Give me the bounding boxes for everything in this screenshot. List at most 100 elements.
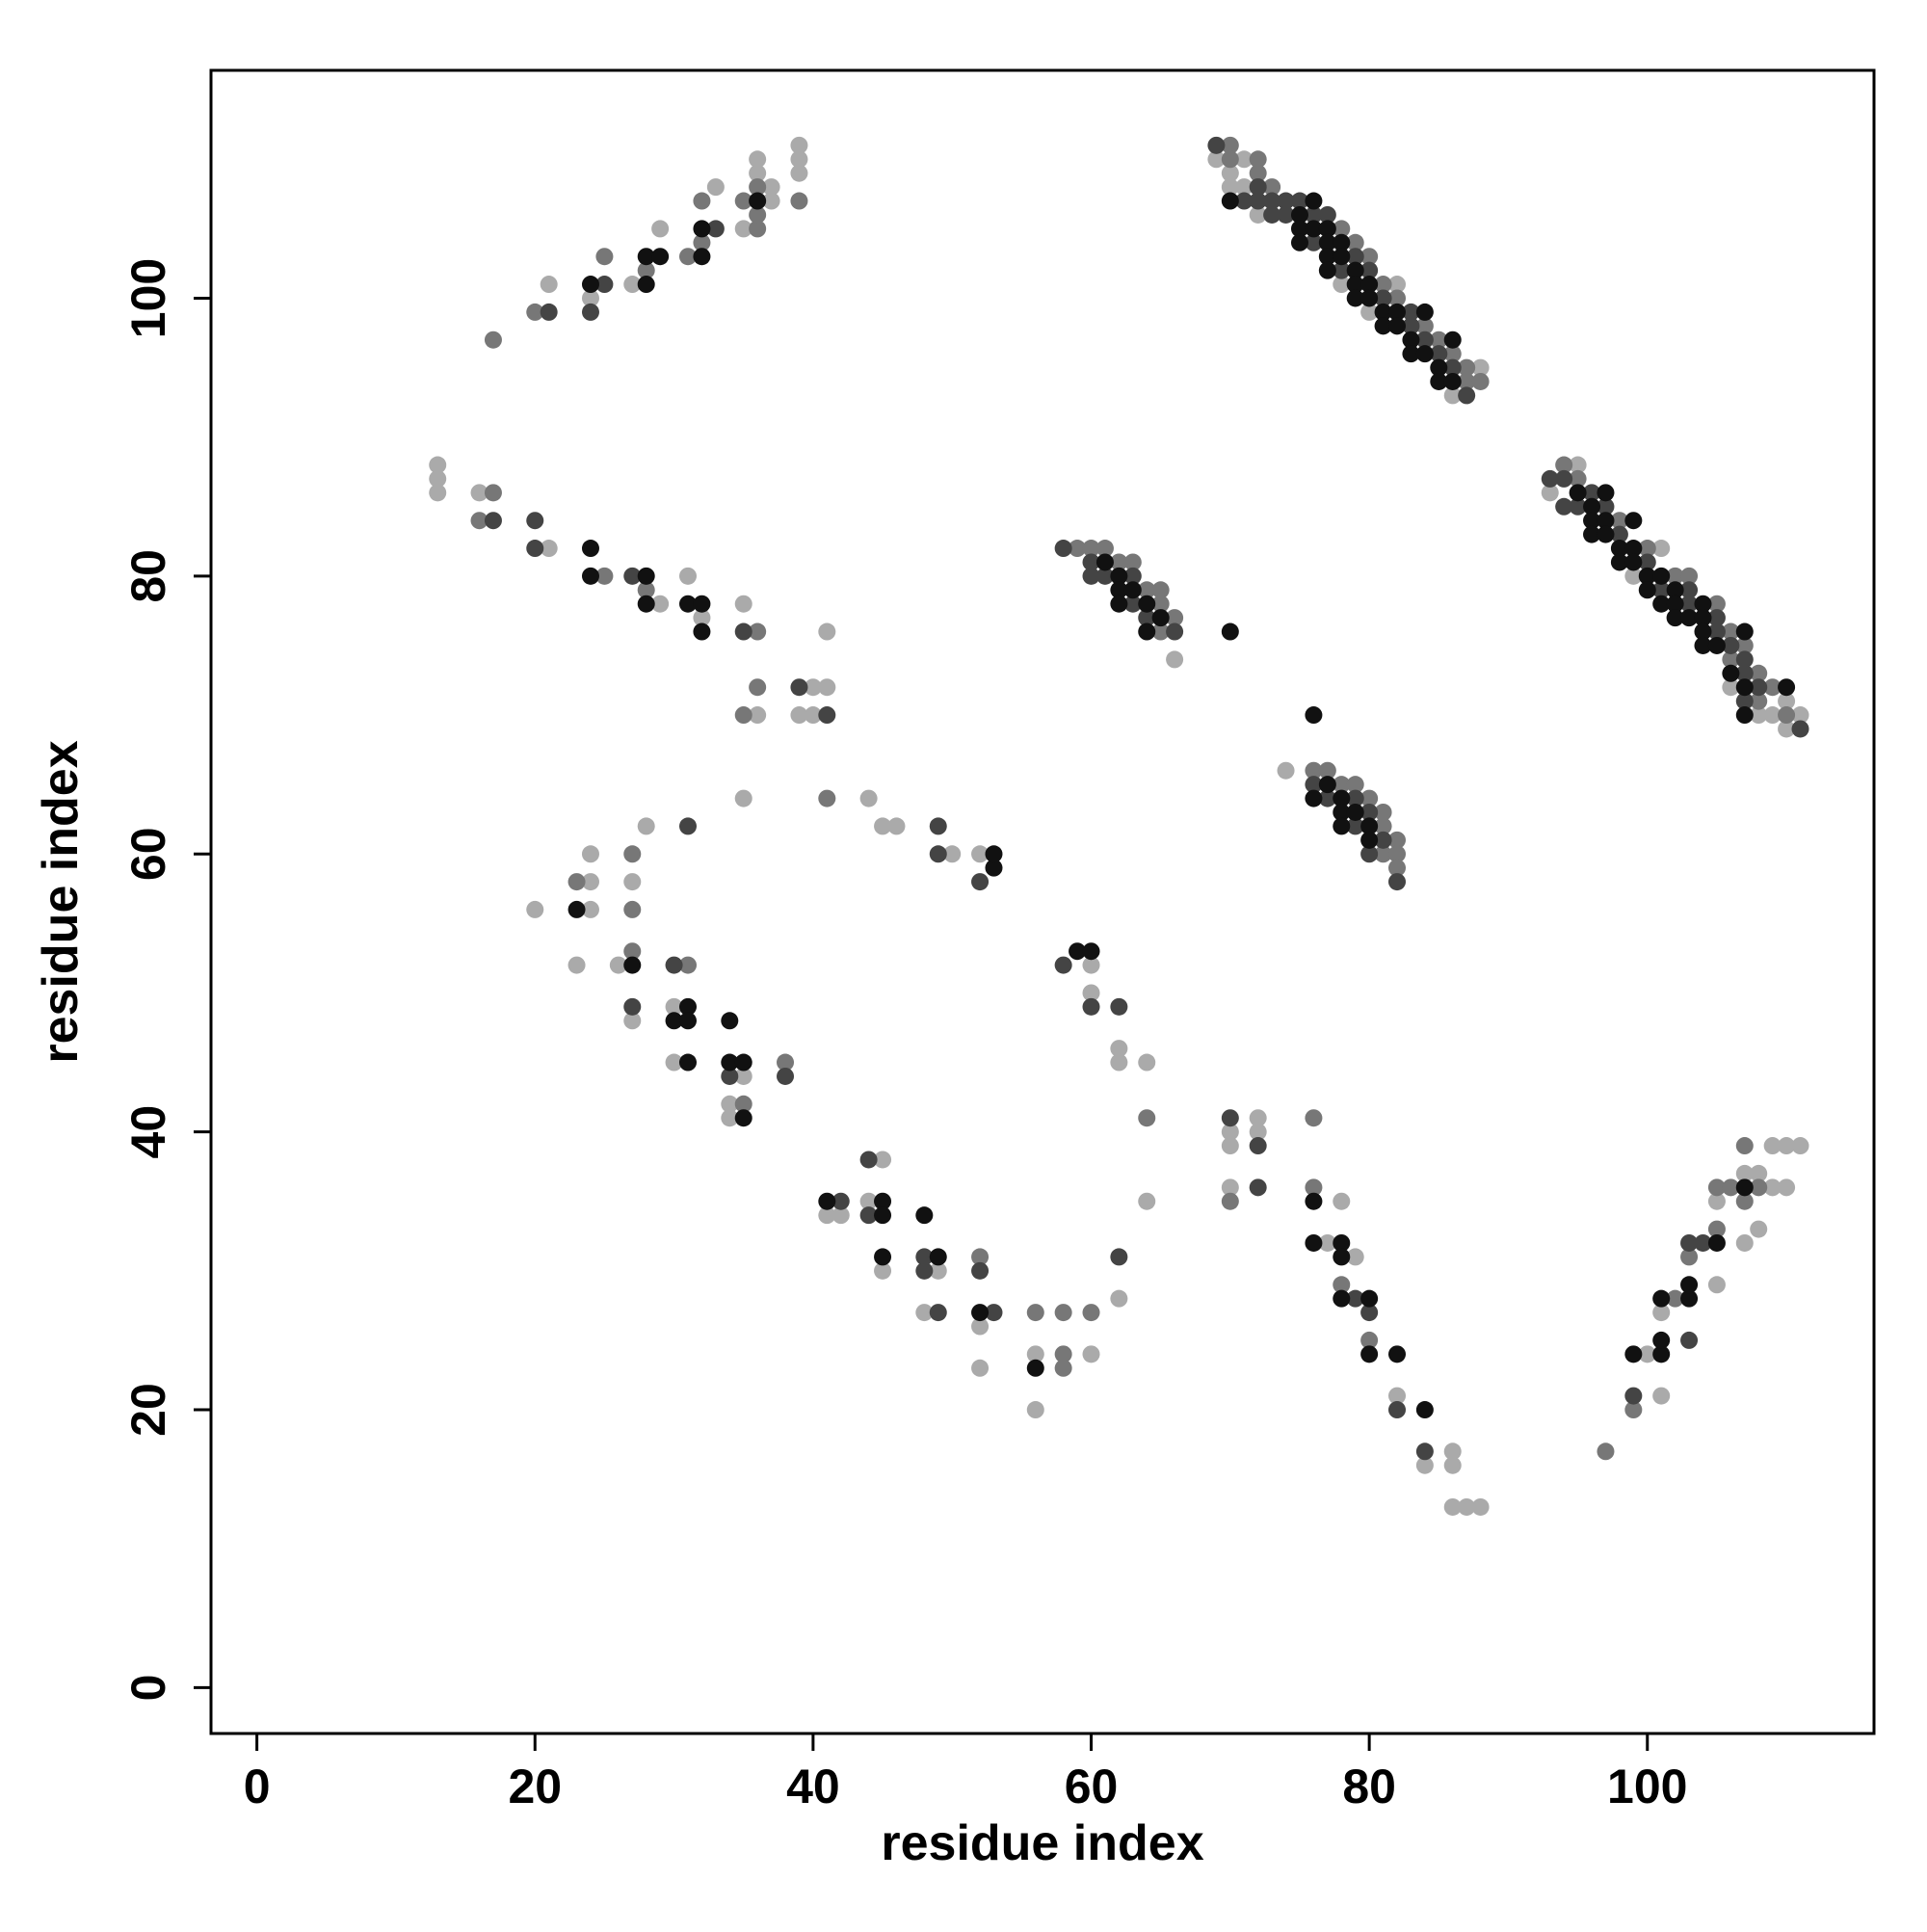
point xyxy=(1569,456,1587,474)
point xyxy=(1360,248,1379,266)
point xyxy=(1290,192,1308,210)
point xyxy=(1415,317,1434,335)
point xyxy=(1333,220,1351,238)
point xyxy=(1346,1248,1364,1266)
point xyxy=(1680,581,1699,599)
point xyxy=(1722,622,1740,641)
point xyxy=(818,789,836,807)
point xyxy=(1652,540,1671,558)
point xyxy=(1583,497,1601,516)
point xyxy=(1360,803,1379,821)
point xyxy=(1652,1289,1671,1308)
point xyxy=(1082,1304,1100,1322)
point xyxy=(1221,1137,1239,1155)
point xyxy=(1735,636,1754,654)
point xyxy=(1374,817,1392,835)
point xyxy=(1333,789,1351,807)
point xyxy=(1318,220,1336,238)
point xyxy=(1346,789,1364,807)
point xyxy=(651,220,670,238)
point xyxy=(1694,609,1712,627)
point xyxy=(1138,1053,1156,1072)
point xyxy=(734,1067,752,1085)
point xyxy=(581,276,599,294)
point xyxy=(1082,553,1100,571)
point xyxy=(1443,1442,1462,1461)
point xyxy=(581,900,599,918)
point xyxy=(971,1248,990,1266)
point xyxy=(1054,1304,1072,1322)
point xyxy=(526,512,544,530)
point xyxy=(1069,540,1087,558)
point xyxy=(665,1053,683,1072)
point xyxy=(1750,664,1768,682)
point xyxy=(1333,1233,1351,1252)
point xyxy=(1305,1109,1323,1127)
point xyxy=(1430,345,1448,363)
point xyxy=(1707,636,1726,654)
point xyxy=(1069,942,1087,961)
point xyxy=(623,873,642,891)
point xyxy=(1360,831,1379,849)
point xyxy=(1054,1359,1072,1377)
point xyxy=(1318,1233,1336,1252)
point xyxy=(1471,372,1490,390)
point xyxy=(874,1248,892,1266)
point xyxy=(623,567,642,585)
point xyxy=(1110,1248,1128,1266)
point xyxy=(1318,248,1336,266)
point xyxy=(1305,220,1323,238)
point xyxy=(1652,1304,1671,1322)
point xyxy=(1443,358,1462,377)
point xyxy=(678,567,697,585)
point xyxy=(1138,1192,1156,1210)
point xyxy=(623,276,642,294)
point xyxy=(1318,205,1336,224)
point xyxy=(1346,817,1364,835)
point xyxy=(818,706,836,725)
point xyxy=(568,873,586,891)
point xyxy=(1082,540,1100,558)
point xyxy=(1318,776,1336,794)
point xyxy=(1082,984,1100,1002)
point xyxy=(693,622,711,641)
point xyxy=(804,678,822,697)
point xyxy=(1263,178,1281,197)
point xyxy=(1597,484,1615,502)
point xyxy=(581,289,599,307)
point xyxy=(1707,1178,1726,1197)
point xyxy=(777,1053,795,1072)
point xyxy=(1138,581,1156,599)
point xyxy=(1249,205,1267,224)
point xyxy=(915,1206,934,1225)
point xyxy=(1082,1345,1100,1363)
point xyxy=(1082,567,1100,585)
point xyxy=(734,706,752,725)
point xyxy=(734,1053,752,1072)
point xyxy=(1666,1289,1684,1308)
point xyxy=(623,956,642,974)
x-tick-label: 80 xyxy=(1342,1760,1396,1813)
point xyxy=(734,220,752,238)
point xyxy=(859,1206,878,1225)
point xyxy=(915,1261,934,1280)
point xyxy=(818,1206,836,1225)
point xyxy=(1249,178,1267,197)
point xyxy=(1360,789,1379,807)
point xyxy=(874,1206,892,1225)
point xyxy=(1610,525,1628,543)
point xyxy=(429,469,447,488)
point xyxy=(1166,609,1184,627)
point xyxy=(1471,1497,1490,1516)
point xyxy=(859,1151,878,1169)
point xyxy=(1318,233,1336,251)
point xyxy=(1707,622,1726,641)
point xyxy=(1305,233,1323,251)
point xyxy=(929,817,947,835)
point xyxy=(1360,1304,1379,1322)
point xyxy=(1123,567,1142,585)
point xyxy=(971,1317,990,1336)
point xyxy=(637,817,655,835)
point xyxy=(1123,553,1142,571)
